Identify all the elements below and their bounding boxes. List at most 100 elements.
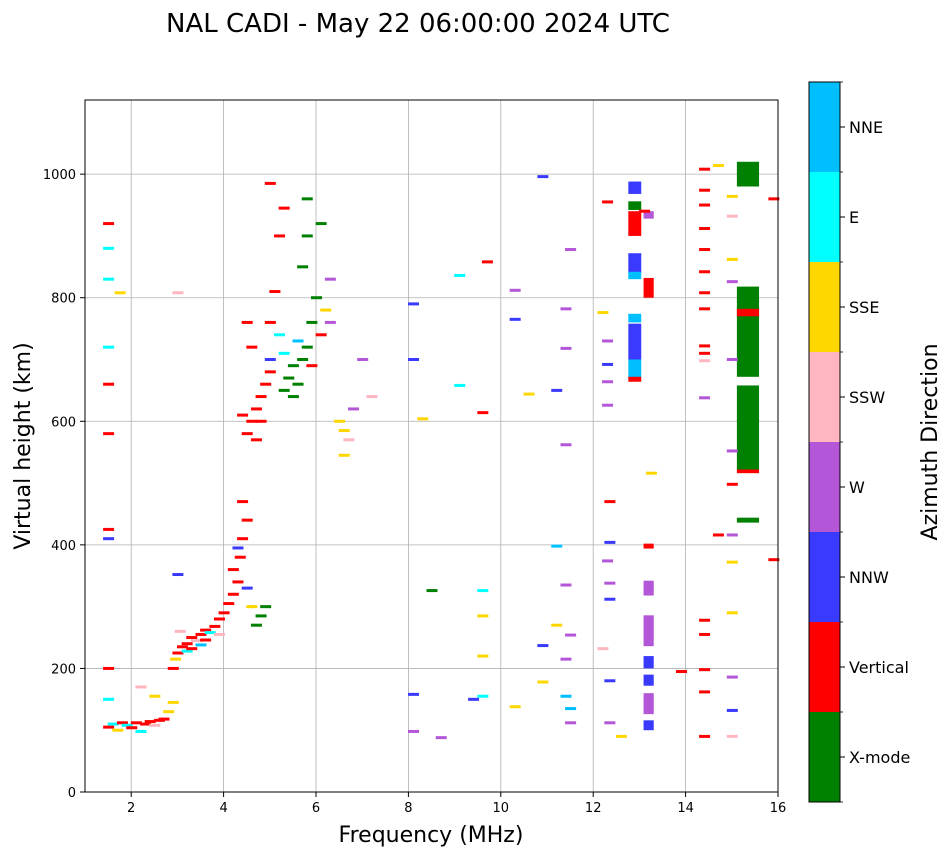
x-tick-label-14: 14 <box>677 801 694 816</box>
echo-point-121 <box>477 654 489 658</box>
colorbar-label-Vertical: Vertical <box>849 658 909 677</box>
echo-point-110 <box>417 417 429 421</box>
echo-point-20 <box>181 642 193 646</box>
echo-point-83 <box>274 234 286 238</box>
echo-point-162 <box>699 167 711 171</box>
echo-point-9 <box>144 720 156 724</box>
column-segment-1-8 <box>643 720 654 731</box>
echo-point-19 <box>177 645 189 649</box>
echo-point-123 <box>468 697 480 701</box>
echo-point-169 <box>699 307 711 311</box>
echo-point-184 <box>726 280 738 284</box>
echo-point-116 <box>454 383 466 387</box>
echo-point-134 <box>560 307 572 311</box>
colorbar-swatch-SSE <box>809 262 840 352</box>
echo-point-173 <box>699 396 711 400</box>
echo-point-56 <box>264 370 276 374</box>
echo-point-156 <box>604 679 616 683</box>
column-segment-0-6 <box>628 323 642 360</box>
echo-point-48 <box>255 614 267 618</box>
echo-point-86 <box>320 308 332 312</box>
echo-point-41 <box>234 555 246 559</box>
echo-point-154 <box>604 597 616 601</box>
echo-point-106 <box>172 291 184 295</box>
echo-point-190 <box>726 611 738 615</box>
echo-point-137 <box>560 443 572 447</box>
echo-point-109 <box>408 358 420 361</box>
echo-point-78 <box>274 333 286 337</box>
column-segment-1-3 <box>643 580 654 596</box>
colorbar-label-W: W <box>849 478 865 497</box>
echo-point-18 <box>172 651 184 655</box>
y-tick-label-200: 200 <box>51 662 76 677</box>
echo-point-71 <box>311 296 322 300</box>
echo-point-7 <box>135 729 147 733</box>
echo-point-181 <box>726 194 738 198</box>
echo-point-145 <box>597 311 609 315</box>
echo-point-163 <box>699 188 711 192</box>
echo-point-149 <box>602 403 614 407</box>
echo-point-87 <box>324 320 336 324</box>
echo-point-70 <box>306 320 318 324</box>
echo-point-72 <box>297 265 309 269</box>
echo-point-5 <box>126 726 138 730</box>
echo-point-28 <box>181 649 193 653</box>
echo-point-68 <box>287 395 299 399</box>
echo-point-129 <box>537 680 549 684</box>
echo-point-55 <box>260 382 272 386</box>
x-axis-label: Frequency (MHz) <box>339 823 524 848</box>
echo-point-180 <box>712 533 724 537</box>
echo-point-59 <box>255 419 267 423</box>
echo-point-165 <box>699 227 711 231</box>
x-tick-label-10: 10 <box>493 801 510 816</box>
echo-point-183 <box>726 257 738 261</box>
echo-point-34 <box>167 666 179 670</box>
echo-point-27 <box>213 617 225 621</box>
echo-point-101 <box>103 432 115 436</box>
echo-point-24 <box>200 628 212 632</box>
echo-point-54 <box>255 395 267 399</box>
echo-point-33 <box>213 632 225 636</box>
echo-point-95 <box>324 277 336 281</box>
echo-point-38 <box>227 592 239 596</box>
echo-point-142 <box>565 707 577 711</box>
vertical-echo-columns <box>628 161 760 731</box>
echo-point-73 <box>301 234 313 238</box>
echo-point-47 <box>246 605 258 609</box>
echo-point-104 <box>103 666 115 670</box>
colorbar-label-E: E <box>849 208 859 227</box>
echo-point-69 <box>301 345 313 349</box>
echo-point-193 <box>726 734 738 738</box>
echo-point-130 <box>537 644 549 648</box>
echo-point-171 <box>699 351 711 355</box>
echo-point-4 <box>121 723 133 727</box>
echo-point-108 <box>408 302 420 306</box>
echo-point-0 <box>103 725 115 729</box>
echo-point-148 <box>602 380 614 384</box>
echo-point-118 <box>481 260 493 264</box>
echo-point-192 <box>726 708 738 712</box>
echo-point-159 <box>645 471 657 475</box>
echo-point-186 <box>726 449 738 453</box>
y-tick-label-0: 0 <box>68 786 76 801</box>
echo-point-126 <box>523 392 535 396</box>
echo-point-160 <box>639 209 651 213</box>
echo-point-164 <box>699 203 711 207</box>
echo-point-167 <box>699 270 711 274</box>
echo-point-2 <box>112 728 124 732</box>
echo-point-105 <box>114 291 126 295</box>
echo-point-141 <box>560 694 572 698</box>
colorbar-label-SSE: SSE <box>849 298 879 317</box>
colorbar-swatch-E <box>809 172 840 262</box>
y-tick-label-800: 800 <box>51 292 76 307</box>
echo-point-191 <box>726 675 738 679</box>
plot-frame <box>84 99 779 793</box>
column-segment-0-2 <box>628 211 642 236</box>
echo-point-96 <box>103 222 115 226</box>
colorbar: X-mode Vertical NNW W SSW SSE E NNE <box>808 81 910 803</box>
echo-point-15 <box>103 697 115 701</box>
echo-point-29 <box>195 643 207 647</box>
echo-point-138 <box>560 583 572 587</box>
echo-point-42 <box>237 537 249 541</box>
